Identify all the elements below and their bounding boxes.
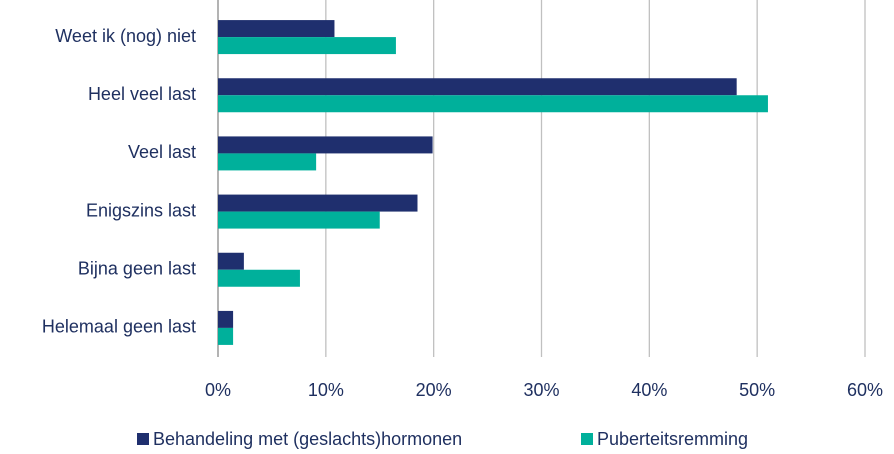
x-tick-label: 30% [523, 380, 559, 400]
x-tick-label: 10% [308, 380, 344, 400]
bar [218, 95, 768, 113]
bar [218, 310, 234, 328]
y-tick-label: Enigszins last [86, 200, 196, 220]
y-tick-label: Heel veel last [88, 84, 196, 104]
bar [218, 252, 244, 270]
bar [218, 194, 418, 212]
x-tick-label: 50% [739, 380, 775, 400]
bar [218, 211, 380, 229]
y-tick-label: Weet ik (nog) niet [55, 26, 196, 46]
x-tick-label: 20% [416, 380, 452, 400]
bar [218, 269, 300, 287]
bar [218, 153, 317, 171]
y-tick-label: Bijna geen last [78, 259, 196, 279]
x-tick-label: 60% [847, 380, 883, 400]
bar [218, 78, 737, 96]
bar [218, 20, 335, 38]
bar [218, 37, 396, 55]
legend-swatch [137, 433, 149, 445]
y-tick-label: Helemaal geen last [42, 317, 196, 337]
bar [218, 327, 234, 345]
x-tick-label: 40% [631, 380, 667, 400]
legend-label: Behandeling met (geslachts)hormonen [153, 429, 462, 449]
y-tick-label: Veel last [128, 142, 196, 162]
x-tick-label: 0% [205, 380, 231, 400]
legend-swatch [581, 433, 593, 445]
legend-label: Puberteitsremming [597, 429, 748, 449]
bar [218, 136, 433, 154]
